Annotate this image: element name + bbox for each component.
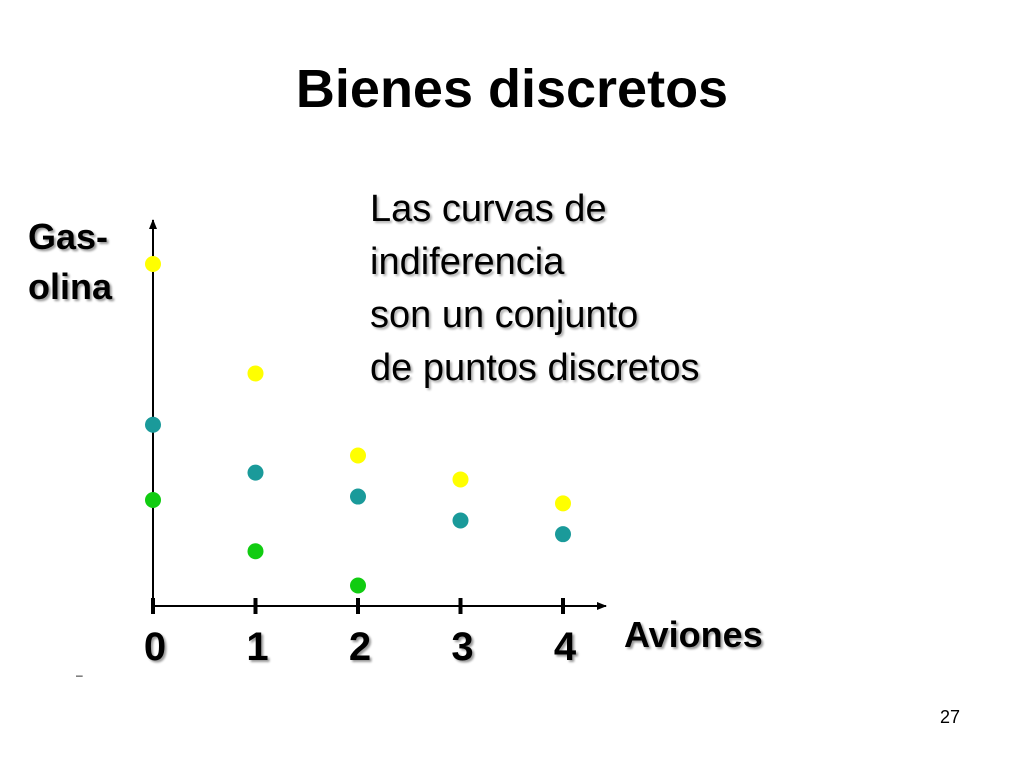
slide-title: Bienes discretos: [295, 59, 729, 119]
data-point-series1-x4: [555, 495, 571, 512]
x-tick-label-2: 2: [349, 625, 371, 669]
annotation-line-4: de puntos discretos: [370, 347, 700, 389]
page-number: 27: [940, 707, 961, 727]
data-point-series2-x1: [247, 464, 264, 481]
data-point-series1-x3: [452, 471, 469, 488]
annotation-line-1: Las curvas de: [370, 188, 607, 230]
x-axis-label: Aviones: [624, 614, 763, 655]
x-tick-label-4: 4: [554, 625, 577, 669]
y-axis-label-line-2: olina: [28, 266, 113, 307]
x-tick-label-1: 1: [246, 625, 268, 669]
y-axis-label-line-1: Gas-: [28, 216, 109, 257]
data-point-series2-x4: [555, 526, 571, 543]
data-point-series1-x0: [145, 256, 161, 272]
x-tick-label-0: 0: [144, 625, 166, 669]
data-point-series3-x0: [145, 491, 161, 508]
annotation-line-3: son un conjunto: [370, 294, 639, 336]
data-point-series3-x1: [247, 543, 264, 560]
annotation-line-2: indiferencia: [370, 241, 565, 283]
annotation-text: Las curvas de indiferencia son un conjun…: [370, 183, 700, 395]
data-point-series3-x2: [350, 577, 366, 594]
data-point-series2-x2: [350, 488, 366, 505]
dash-mark: –: [76, 668, 83, 682]
data-point-series1-x1: [247, 365, 264, 382]
y-axis-label: Gas- olina: [28, 212, 112, 312]
data-point-series1-x2: [350, 447, 366, 464]
data-point-series2-x0: [145, 416, 161, 433]
x-tick-label-3: 3: [451, 625, 473, 669]
data-point-series2-x3: [452, 512, 469, 529]
